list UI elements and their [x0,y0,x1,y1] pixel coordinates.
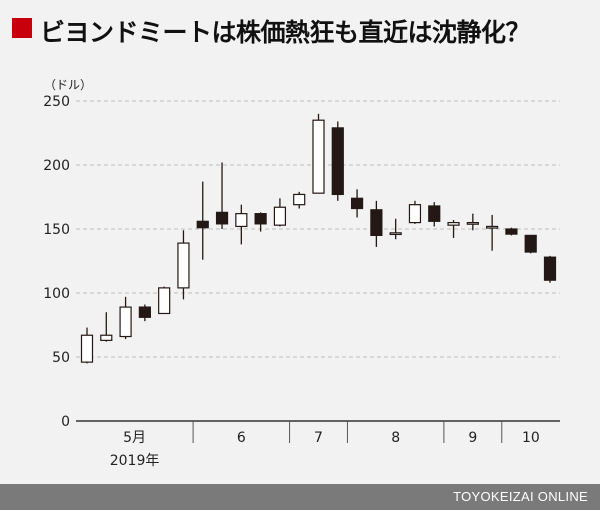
y-axis-label: （ドル） [44,78,92,92]
candle-up [486,214,499,251]
candle-body [158,287,171,315]
x-group-label: 8 [391,430,400,446]
candle-body [196,220,209,229]
x-year-label: 2019年 [110,453,160,469]
candle-body [100,334,113,341]
candle-body [80,334,94,363]
candle-body [428,205,441,222]
candle-body [312,119,325,194]
candle-down [254,212,267,232]
candle-down [543,255,557,283]
candle-up [158,286,171,315]
x-axis: 5月 6 7 8 9 10 2019年 [76,420,560,469]
candle-body [177,242,190,289]
candle-body [524,234,537,253]
candle-up [273,198,287,227]
candle-down [215,162,229,229]
candle-body [138,306,151,318]
candle-body [293,193,306,206]
candles [80,113,557,364]
footer-bar: TOYOKEIZAI ONLINE [0,484,600,510]
candle-up [312,113,325,194]
x-group-label: 10 [522,430,540,446]
candle-down [505,227,518,236]
x-group-label: 6 [237,430,246,446]
candle-up [100,312,113,342]
candle-body [235,213,248,228]
candle-body [350,197,364,210]
candle-up [466,213,479,231]
candle-up [235,204,248,245]
y-tick-label: 0 [61,414,70,430]
candle-body [408,204,422,224]
candle-up [389,218,402,240]
candle-body [119,306,132,338]
candle-up [80,327,94,364]
candle-up [408,200,422,224]
candle-body [273,206,287,226]
candle-body [486,225,499,229]
candle-up [177,230,190,300]
chart-title: ビヨンドミートは株価熱狂も直近は沈静化？ [40,18,531,47]
candle-body [543,256,557,281]
candle-down [524,234,537,254]
candle-down [370,200,383,247]
x-group-label: 5月 [123,430,146,446]
candle-body [370,209,383,237]
x-group-label: 9 [468,430,477,446]
candle-body [447,222,460,226]
candlestick-chart: （ドル） 0 50 100 150 200 250 5月 6 7 8 9 10 2019年 [43,78,560,469]
candle-body [466,222,479,225]
candle-down [331,121,344,201]
y-tick-label: 250 [43,94,70,110]
candle-up [119,296,132,340]
candle-down [196,181,209,260]
candle-down [350,189,364,218]
candle-body [331,127,344,196]
candle-up [447,220,460,238]
candle-body [254,213,267,225]
candle-down [428,202,441,227]
footer-credit: TOYOKEIZAI ONLINE [453,489,588,504]
title-marker-square [12,18,32,38]
title-bar: ビヨンドミートは株価熱狂も直近は沈静化？ [8,8,592,48]
candle-body [215,211,229,225]
x-group-label: 7 [314,430,323,446]
candle-up [293,191,306,209]
y-tick-label: 100 [43,286,70,302]
y-tick-label: 150 [43,222,70,238]
candle-body [505,228,518,235]
y-tick-label: 50 [52,350,70,366]
y-tick-label: 200 [43,158,70,174]
y-tick-labels: 0 50 100 150 200 250 [43,94,70,430]
candle-down [138,304,151,322]
candle-body [389,232,402,236]
